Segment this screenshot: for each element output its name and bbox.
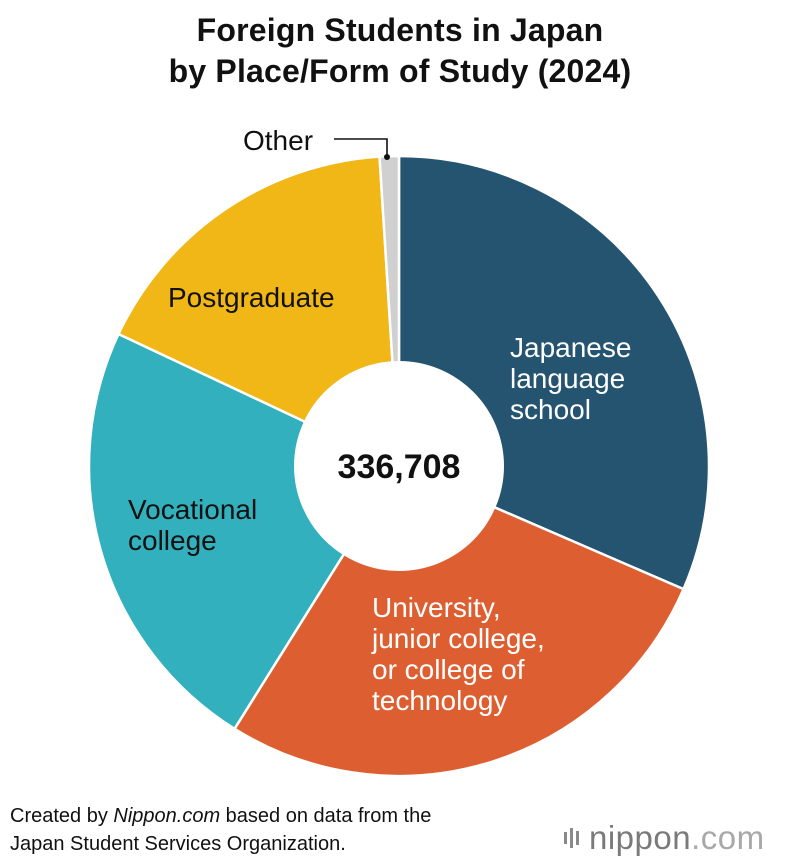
label-line: Other xyxy=(243,125,313,156)
source-note: Created by Nippon.com based on data from… xyxy=(10,802,431,858)
source-line-2: Japan Student Services Organization. xyxy=(10,833,346,855)
source-suffix: based on data from the xyxy=(220,805,432,827)
label-line: Vocational xyxy=(128,494,257,525)
slice-university-junior-college-or-college-of-technology xyxy=(233,464,685,778)
label-line: Postgraduate xyxy=(168,282,335,313)
title-line-1: Foreign Students in Japan xyxy=(196,12,604,48)
label-japanese-language-school: Japanese language school xyxy=(510,332,631,425)
label-postgraduate: Postgraduate xyxy=(168,282,335,313)
label-line: junior college, xyxy=(371,623,545,654)
brand-tld: .com xyxy=(691,819,765,856)
label-line: University, xyxy=(372,592,501,623)
label-line: Japanese xyxy=(510,332,631,363)
label-line: school xyxy=(510,394,591,425)
leader-dot xyxy=(384,154,390,160)
label-line: technology xyxy=(372,685,507,716)
title-line-2: by Place/Form of Study (2024) xyxy=(168,53,632,89)
slice-labels-group: Japanese language school University, junior … xyxy=(128,125,631,716)
donut-hole xyxy=(294,361,504,571)
source-prefix: Created by xyxy=(10,805,114,827)
brand-name: nippon xyxy=(589,819,692,856)
brand-wordmark: nippon.com xyxy=(589,819,765,857)
label-line: language xyxy=(510,363,625,394)
label-line: college xyxy=(128,525,217,556)
nippon-logo[interactable]: nippon.com xyxy=(564,818,765,858)
center-total-label: 336,708 xyxy=(338,448,461,486)
label-university-junior-college-or-college-of-technology: University, junior college, or college of t… xyxy=(371,592,545,716)
chart-title: Foreign Students in Japan by Place/Form … xyxy=(0,10,800,92)
label-vocational-college: Vocational college xyxy=(128,494,257,556)
other-leader-line xyxy=(334,138,390,160)
label-line: or college of xyxy=(372,654,525,685)
source-site-link[interactable]: Nippon.com xyxy=(113,805,221,827)
label-other: Other xyxy=(243,125,313,156)
leader-line xyxy=(334,138,388,156)
source-line-1: Created by Nippon.com based on data from… xyxy=(10,802,431,830)
brand-bars-icon xyxy=(564,828,579,848)
